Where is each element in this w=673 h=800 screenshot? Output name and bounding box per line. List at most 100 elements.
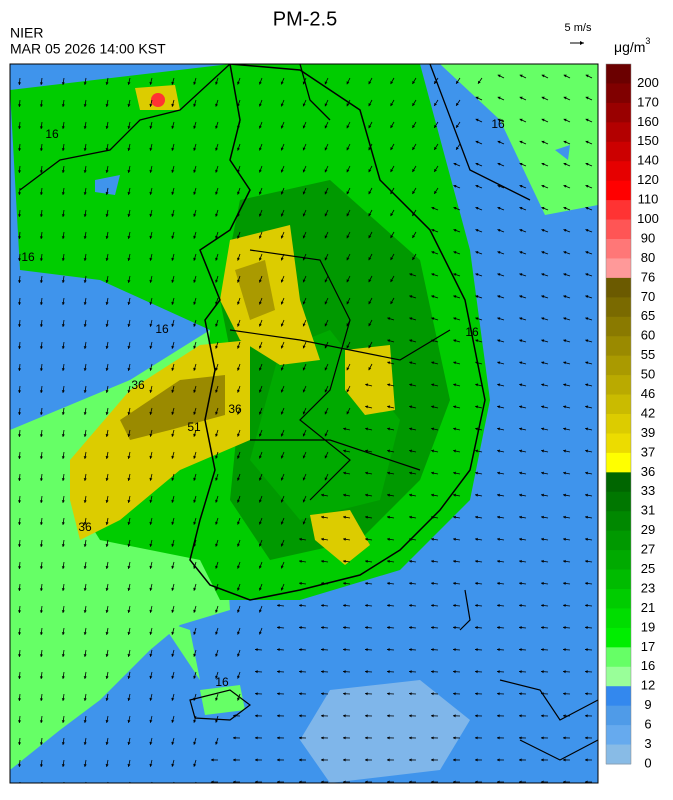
wind-scale-head xyxy=(580,41,584,45)
colorbar-swatch xyxy=(606,511,631,531)
colorbar-swatch xyxy=(606,745,631,765)
wind-scale-label: 5 m/s xyxy=(565,22,592,34)
colorbar-swatch xyxy=(606,550,631,570)
colorbar-swatch xyxy=(606,667,631,687)
contour-label: 51 xyxy=(187,420,201,434)
colorbar-label: 9 xyxy=(644,697,651,712)
colorbar-label: 65 xyxy=(641,308,655,323)
wind-arrow-head xyxy=(40,786,43,789)
contour-label: 16 xyxy=(215,675,229,689)
unit: μg/m3 xyxy=(614,36,650,54)
colorbar-label: 140 xyxy=(637,153,659,168)
colorbar-swatch xyxy=(606,181,631,201)
colorbar-swatch xyxy=(606,317,631,337)
colorbar-swatch xyxy=(606,83,631,103)
colorbar-label: 110 xyxy=(638,192,659,207)
colorbar-label: 23 xyxy=(641,580,655,595)
colorbar-swatch xyxy=(606,647,631,667)
wind-arrow-head xyxy=(149,786,152,789)
colorbar-label: 42 xyxy=(641,405,655,420)
colorbar-label: 90 xyxy=(641,230,655,245)
unit-base: μg/m xyxy=(614,39,645,55)
contour-label: 36 xyxy=(131,378,145,392)
colorbar-swatch xyxy=(606,122,631,142)
colorbar-label: 150 xyxy=(637,133,659,148)
colorbar-label: 36 xyxy=(641,464,655,479)
colorbar-swatch xyxy=(606,161,631,181)
contour-label: 36 xyxy=(78,520,92,534)
colorbar-swatch xyxy=(606,64,631,84)
colorbar-swatch xyxy=(606,103,631,123)
colorbar-swatch xyxy=(606,395,631,415)
colorbar-swatch xyxy=(606,589,631,609)
colorbar: 2001701601501401201101009080767065605550… xyxy=(606,64,659,770)
colorbar-label: 6 xyxy=(644,717,651,732)
timestamp: MAR 05 2026 14:00 KST xyxy=(10,41,166,57)
colorbar-label: 170 xyxy=(637,94,659,109)
contour-label: 16 xyxy=(491,117,505,131)
colorbar-swatch xyxy=(606,628,631,648)
colorbar-label: 19 xyxy=(641,619,655,634)
contour-label: 36 xyxy=(228,402,242,416)
colorbar-label: 12 xyxy=(641,678,655,693)
colorbar-label: 21 xyxy=(641,600,655,615)
colorbar-label: 3 xyxy=(644,736,651,751)
colorbar-swatch xyxy=(606,472,631,492)
colorbar-label: 120 xyxy=(637,172,659,187)
source: NIER xyxy=(10,25,43,41)
wind-arrow-head xyxy=(62,786,65,789)
colorbar-label: 70 xyxy=(641,289,655,304)
colorbar-label: 16 xyxy=(641,658,655,673)
colorbar-label: 37 xyxy=(641,444,655,459)
colorbar-swatch xyxy=(606,336,631,356)
colorbar-label: 46 xyxy=(641,386,655,401)
colorbar-swatch xyxy=(606,725,631,745)
colorbar-swatch xyxy=(606,608,631,628)
unit-sup: 3 xyxy=(645,36,650,46)
colorbar-swatch xyxy=(606,453,631,473)
wind-arrow-head xyxy=(18,786,21,789)
colorbar-label: 80 xyxy=(641,250,655,265)
wind-arrow-head xyxy=(106,786,109,789)
colorbar-swatch xyxy=(606,706,631,726)
colorbar-swatch xyxy=(606,258,631,278)
contour-label: 16 xyxy=(465,325,479,339)
colorbar-swatch xyxy=(606,531,631,551)
colorbar-label: 60 xyxy=(641,328,655,343)
colorbar-label: 17 xyxy=(641,639,655,654)
colorbar-swatch xyxy=(606,220,631,240)
colorbar-swatch xyxy=(606,297,631,317)
wind-arrow-head xyxy=(84,786,87,789)
colorbar-swatch xyxy=(606,356,631,376)
colorbar-swatch xyxy=(606,492,631,512)
colorbar-label: 100 xyxy=(637,211,659,226)
colorbar-swatch xyxy=(606,375,631,395)
wind-arrow-head xyxy=(171,786,174,789)
colorbar-label: 200 xyxy=(637,75,659,90)
colorbar-swatch xyxy=(606,278,631,298)
title: PM-2.5 xyxy=(273,8,337,30)
colorbar-swatch xyxy=(606,239,631,259)
contour-label: 16 xyxy=(45,127,59,141)
map: 16 16 16 16 36 51 36 16 36 16 xyxy=(10,64,598,789)
contour-label: 16 xyxy=(155,322,169,336)
colorbar-swatch xyxy=(606,686,631,706)
colorbar-label: 50 xyxy=(641,367,655,382)
colorbar-label: 160 xyxy=(637,114,659,129)
colorbar-label: 55 xyxy=(641,347,655,362)
colorbar-swatch xyxy=(606,414,631,434)
colorbar-label: 76 xyxy=(641,269,655,284)
colorbar-label: 29 xyxy=(641,522,655,537)
colorbar-label: 0 xyxy=(644,755,651,770)
colorbar-swatch xyxy=(606,200,631,220)
contour-label: 16 xyxy=(21,250,35,264)
colorbar-label: 31 xyxy=(641,503,655,518)
colorbar-swatch xyxy=(606,142,631,162)
colorbar-label: 27 xyxy=(641,542,655,557)
colorbar-label: 33 xyxy=(641,483,655,498)
colorbar-swatch xyxy=(606,433,631,453)
wind-arrow-head xyxy=(128,786,131,789)
hotspot xyxy=(151,93,165,107)
wind-arrow-head xyxy=(193,786,196,789)
